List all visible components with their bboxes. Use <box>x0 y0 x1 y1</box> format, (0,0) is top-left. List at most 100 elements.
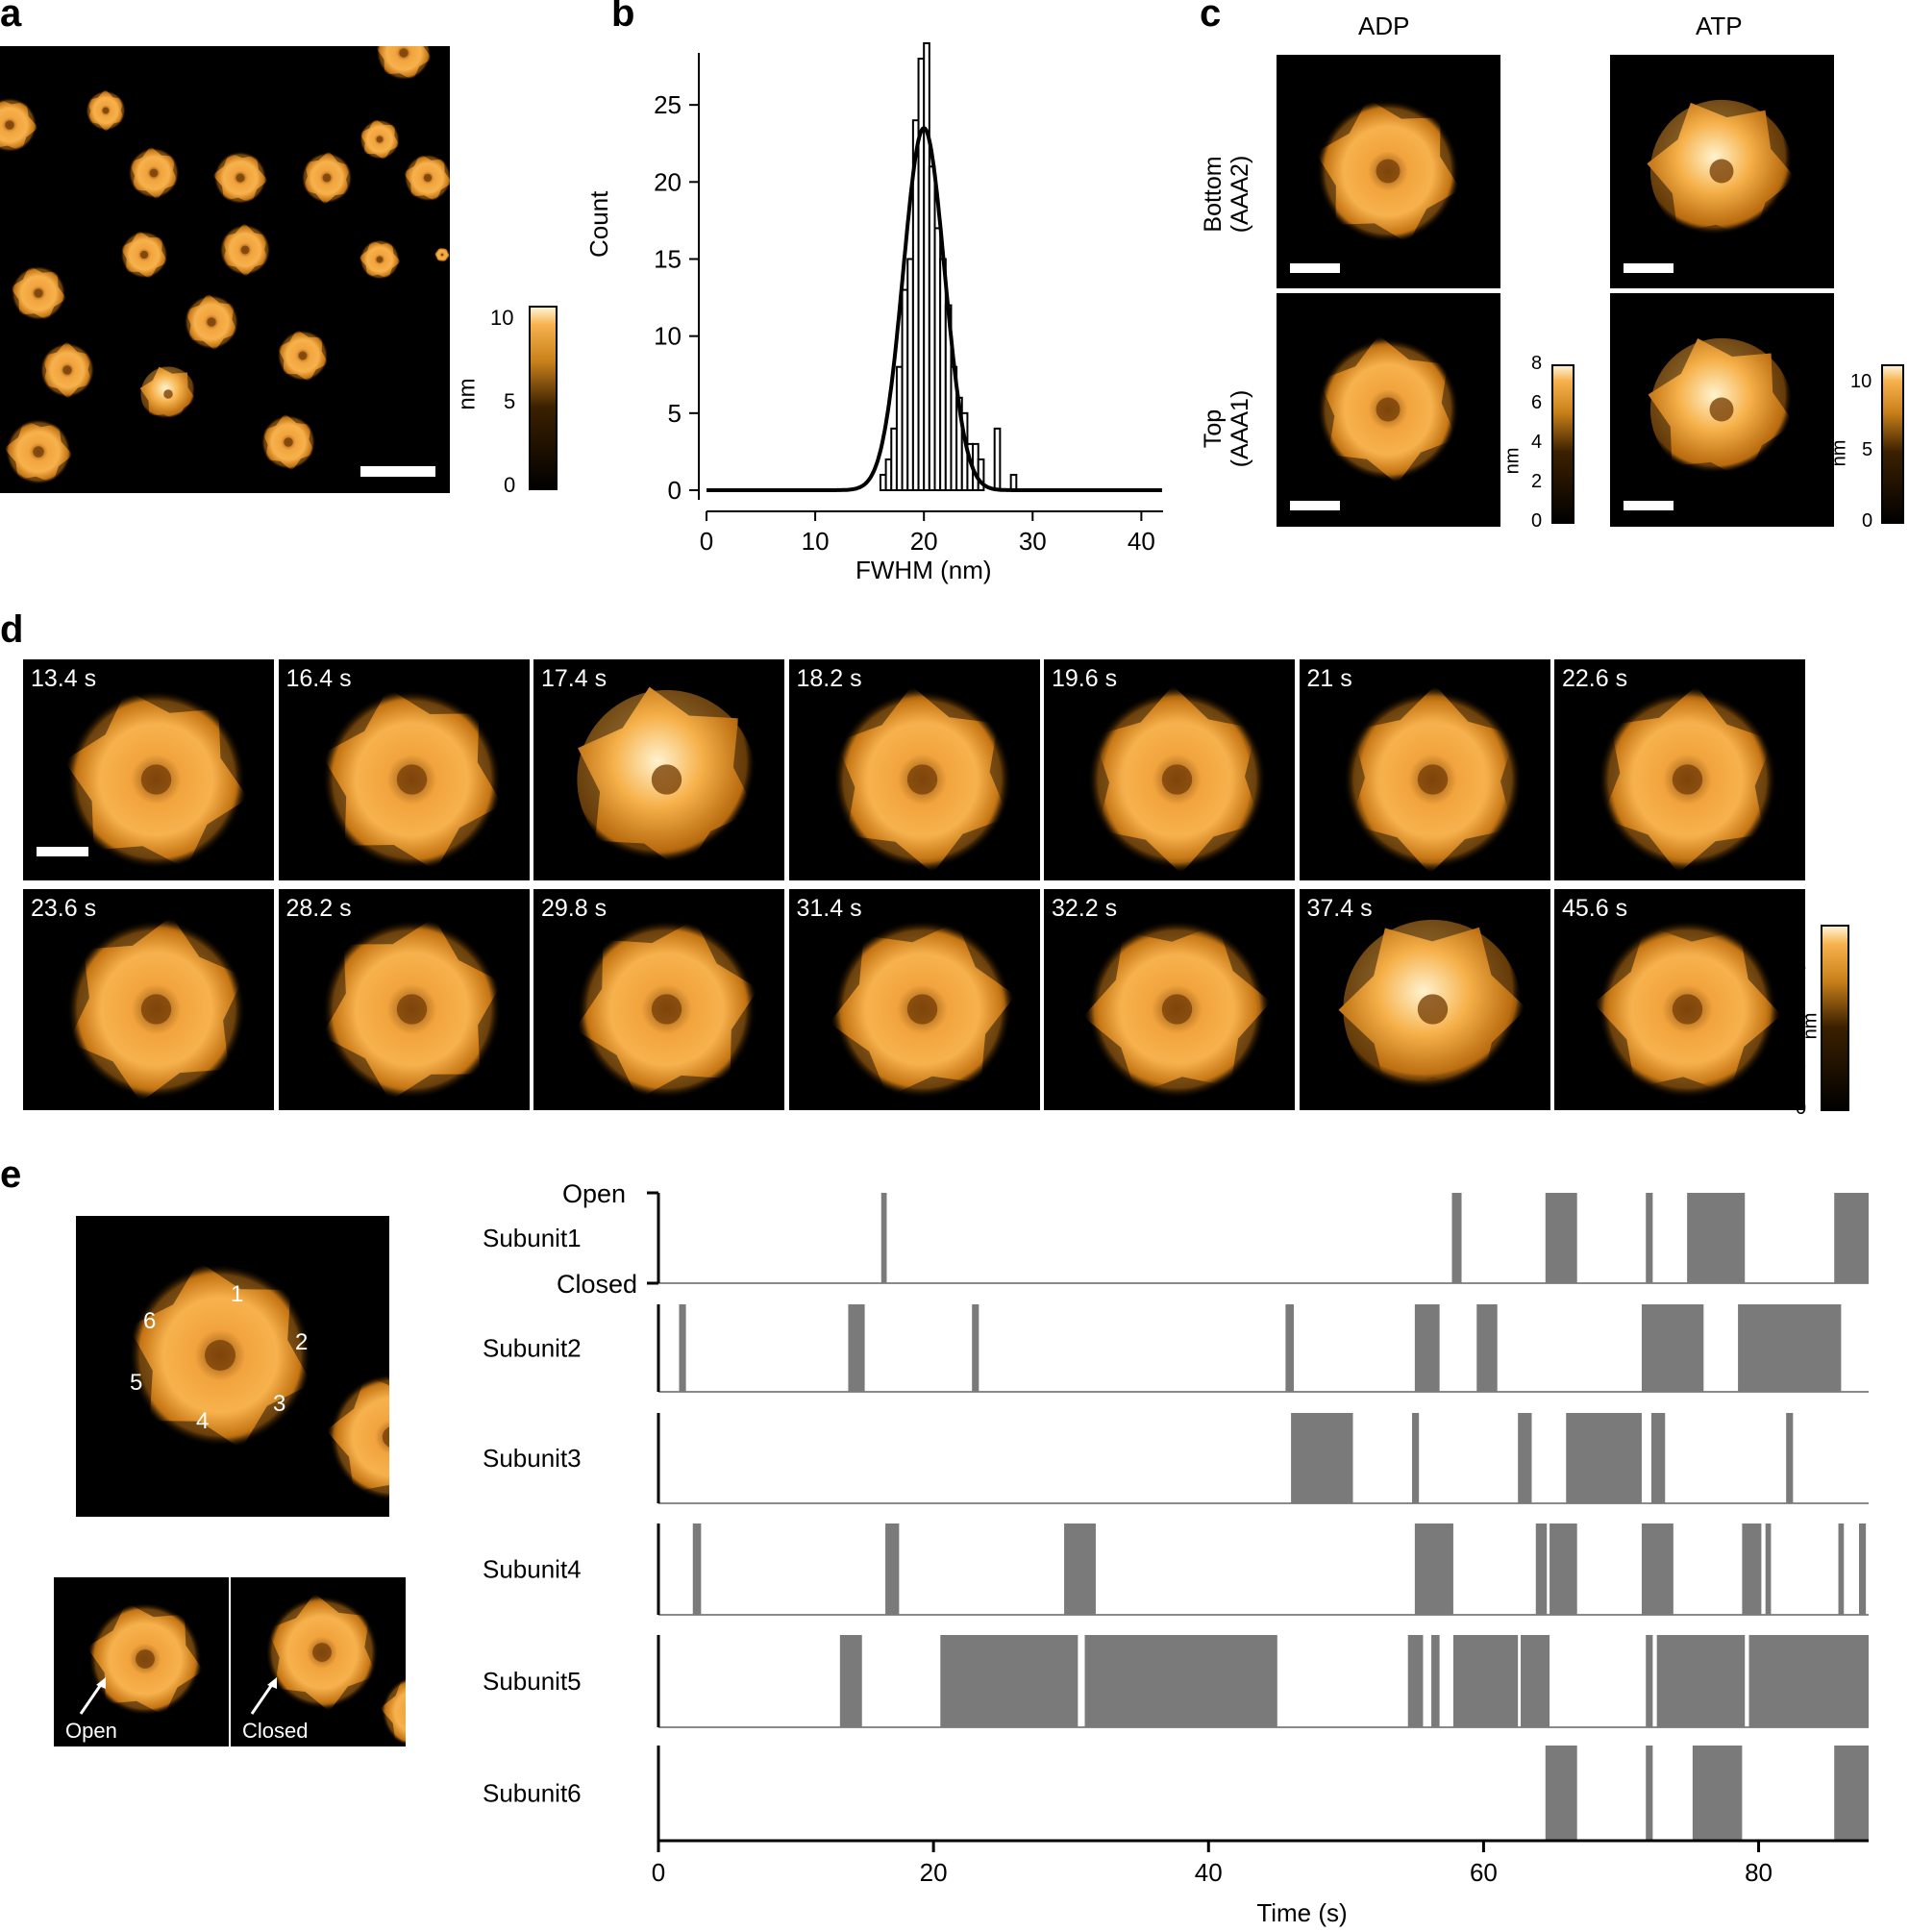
subunit-label: Subunit6 <box>483 1779 582 1808</box>
hexamer-particle <box>326 1373 389 1501</box>
hexamer-particle <box>1315 98 1461 244</box>
frame-time-label: 22.6 s <box>1562 665 1628 692</box>
open-state-interval <box>1407 1635 1424 1727</box>
frame-time-label: 13.4 s <box>31 665 97 692</box>
panel-a-label: a <box>0 0 22 35</box>
frame-time-label: 21 s <box>1306 665 1352 692</box>
frame-time-label: 18.2 s <box>796 665 862 692</box>
open-state-interval <box>1476 1304 1498 1392</box>
afm-open-example: Open <box>54 1577 229 1746</box>
hexamer-particle <box>829 919 1015 1100</box>
arrow-icon <box>250 1677 277 1715</box>
frame-time-label: 29.8 s <box>541 895 607 922</box>
cbar-atp-unit: nm <box>1828 439 1850 467</box>
open-state-interval <box>1064 1523 1096 1615</box>
cbar-adp-tick-0: 0 <box>1531 510 1543 532</box>
hs-afm-frame: 31.4 s <box>788 889 1040 1110</box>
subunit-state-traces: Subunit1 Subunit2 Subunit3 Subunit4 Subunit5… <box>483 1179 1869 1927</box>
hexamer-particle <box>128 146 180 200</box>
histogram-xlabel: FWHM (nm) <box>855 556 992 584</box>
scale-bar <box>1624 501 1673 510</box>
x-tick-label: 40 <box>1128 527 1155 556</box>
hexamer-particle <box>87 1602 204 1716</box>
cbar-atp-tick-10: 10 <box>1850 371 1872 392</box>
open-state-interval <box>1084 1635 1277 1727</box>
hs-afm-frame: 16.4 s <box>278 659 530 880</box>
subunit-number-4: 4 <box>196 1408 210 1434</box>
row-label-top-1: Top <box>1200 409 1227 449</box>
frame-time-label: 45.6 s <box>1562 895 1628 922</box>
closed-label: Closed <box>242 1719 309 1743</box>
x-tick-label: 30 <box>1019 527 1047 556</box>
scale-bar <box>360 466 435 477</box>
hexamer-particle <box>1598 685 1777 874</box>
hexamer-particle <box>1648 337 1796 482</box>
hexamer-particle <box>219 223 271 277</box>
cbar-atp-tick-0: 0 <box>1862 510 1873 532</box>
hs-afm-frame: 28.2 s <box>278 889 530 1110</box>
open-state-interval <box>1414 1304 1440 1392</box>
hexamer-particle <box>128 1261 312 1449</box>
y-tick-label: 15 <box>654 244 682 273</box>
colorbar-d <box>1821 925 1849 1111</box>
scale-bar <box>1290 501 1340 510</box>
hexamer-particle <box>120 230 168 280</box>
open-state-interval <box>885 1523 900 1615</box>
fwhm-histogram: 0 5 10 15 20 25 0 10 20 30 40 <box>654 42 1163 556</box>
panel-d-label: d <box>0 608 24 651</box>
y-tick-label: 25 <box>654 90 682 119</box>
subunit-number-6: 6 <box>143 1308 157 1334</box>
cbar-d-tick-6: 6 <box>1796 956 1807 978</box>
histogram-ylabel: Count <box>584 190 613 258</box>
histogram-bar <box>993 427 1002 491</box>
hs-afm-frame: 21 s <box>1299 659 1550 880</box>
hs-afm-frame: 29.8 s <box>533 889 784 1110</box>
scale-bar <box>1624 263 1673 273</box>
hexamer-particle <box>1593 919 1782 1100</box>
open-state-interval <box>1738 1304 1842 1392</box>
afm-numbered-subunits: 1 2 3 4 5 6 <box>76 1216 389 1517</box>
hexamer-particle <box>212 151 268 205</box>
open-state-interval <box>1452 1635 1519 1727</box>
cbar-adp-tick-8: 8 <box>1531 353 1543 374</box>
colorbar-a-tick-10: 10 <box>490 306 514 330</box>
colorbar-c-atp <box>1881 364 1904 524</box>
hs-afm-frame: 18.2 s <box>788 659 1040 880</box>
afm-particles <box>0 46 450 485</box>
hexamer-particle <box>1342 685 1523 874</box>
open-state-interval <box>1535 1523 1548 1615</box>
x-tick-label: 0 <box>700 527 713 556</box>
open-state-interval <box>1834 1193 1869 1283</box>
time-tick-label: 0 <box>652 1858 665 1887</box>
hs-afm-frame: 45.6 s <box>1554 889 1805 1110</box>
subunit-number-3: 3 <box>273 1391 286 1417</box>
y-tick-label: 10 <box>654 322 682 351</box>
hexamer-particle <box>63 689 249 870</box>
afm-closed-example: Closed <box>231 1577 406 1746</box>
open-state-interval <box>1646 1193 1653 1283</box>
column-label-atp: ATP <box>1696 12 1743 40</box>
hexamer-particle <box>66 916 246 1102</box>
cbar-adp-tick-4: 4 <box>1531 432 1543 453</box>
open-label: Open <box>65 1719 117 1743</box>
afm-atp-top <box>1610 293 1834 527</box>
hexamer-particle <box>10 265 67 321</box>
hexamer-particle <box>139 366 197 422</box>
hexamer-particle <box>574 919 759 1100</box>
y-tick-label: 0 <box>668 476 682 505</box>
hexamer-particle <box>375 46 433 81</box>
colorbar-a-unit: nm <box>454 378 481 410</box>
subunit-label: Subunit2 <box>483 1334 582 1363</box>
histogram-bar <box>977 458 985 491</box>
hexamer-particle <box>1082 919 1272 1100</box>
column-label-adp: ADP <box>1358 12 1410 40</box>
hexamer-particle <box>1087 685 1267 874</box>
open-state-interval <box>1858 1523 1867 1615</box>
afm-adp-bottom <box>1277 55 1500 288</box>
hs-afm-frame: 19.6 s <box>1044 659 1295 880</box>
row-label-top-2: (AAA1) <box>1227 389 1253 468</box>
cbar-d-tick-2: 2 <box>1796 1051 1807 1072</box>
open-state-interval <box>1285 1304 1294 1392</box>
cbar-d-tick-4: 4 <box>1796 1003 1807 1025</box>
open-state-interval <box>1687 1193 1746 1283</box>
